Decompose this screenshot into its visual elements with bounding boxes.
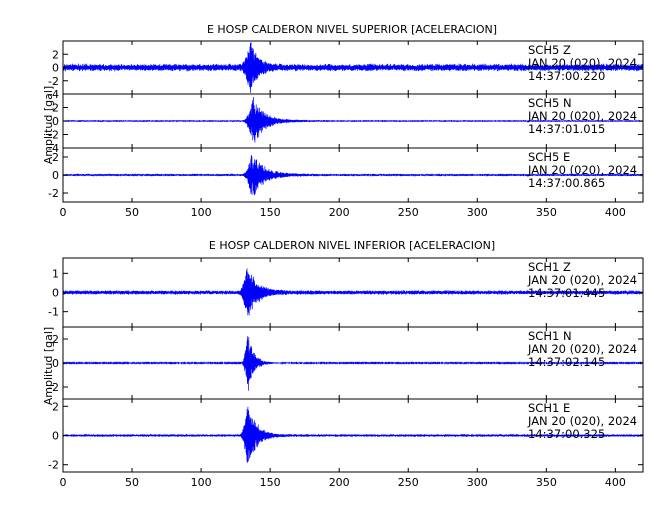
y-tick-label: 2 <box>52 102 59 115</box>
y-tick-label: 0 <box>52 357 59 370</box>
time-label: 14:37:00.865 <box>528 176 605 190</box>
x-tick-label: 300 <box>467 476 488 489</box>
x-tick-label: 150 <box>260 206 281 219</box>
x-tick-label: 200 <box>329 476 350 489</box>
y-tick-label: -2 <box>48 381 59 394</box>
y-tick-label: 2 <box>52 400 59 413</box>
y-tick-label: 2 <box>52 48 59 61</box>
time-label: 14:37:01.015 <box>528 122 605 136</box>
y-tick-label: -2 <box>48 187 59 200</box>
y-tick-label: 0 <box>52 62 59 75</box>
x-tick-label: 400 <box>605 476 626 489</box>
y-tick-label: 0 <box>52 115 59 128</box>
x-tick-label: 100 <box>191 476 212 489</box>
waveform-trace <box>63 336 643 391</box>
x-tick-label: 200 <box>329 206 350 219</box>
x-tick-label: 250 <box>398 206 419 219</box>
time-label: 14:37:00.325 <box>528 427 605 441</box>
top-chart-ylabel: Amplitud [gal] <box>42 86 55 164</box>
y-tick-label: 0 <box>52 430 59 443</box>
time-label: 14:37:01.445 <box>528 286 605 300</box>
bottom-chart-title: E HOSP CALDERON NIVEL INFERIOR [ACELERAC… <box>209 239 495 252</box>
y-tick-label: 2 <box>52 151 59 164</box>
time-label: 14:37:00.220 <box>528 69 605 83</box>
x-tick-label: 250 <box>398 476 419 489</box>
y-tick-label: -2 <box>48 129 59 142</box>
waveform-trace <box>63 42 643 93</box>
station-label: SCH5 N <box>528 96 572 110</box>
station-label: SCH5 Z <box>528 43 571 57</box>
date-label: JAN 20 (020), 2024 <box>527 56 637 70</box>
x-tick-label: 100 <box>191 206 212 219</box>
y-tick-label: -1 <box>48 306 59 319</box>
date-label: JAN 20 (020), 2024 <box>527 414 637 428</box>
x-tick-label: 300 <box>467 206 488 219</box>
station-label: SCH1 N <box>528 329 572 343</box>
y-tick-label: -4 <box>48 142 59 155</box>
x-tick-label: 400 <box>605 206 626 219</box>
x-tick-label: 50 <box>125 206 139 219</box>
x-tick-label: 0 <box>60 476 67 489</box>
waveform-trace <box>63 406 643 463</box>
date-label: JAN 20 (020), 2024 <box>527 163 637 177</box>
top-chart-title: E HOSP CALDERON NIVEL SUPERIOR [ACELERAC… <box>207 23 497 36</box>
time-label: 14:37:02.145 <box>528 355 605 369</box>
station-label: SCH1 E <box>528 401 570 415</box>
y-tick-label: 2 <box>52 333 59 346</box>
x-tick-label: 0 <box>60 206 67 219</box>
station-label: SCH1 Z <box>528 260 571 274</box>
y-tick-label: 0 <box>52 169 59 182</box>
x-tick-label: 150 <box>260 476 281 489</box>
waveform-trace <box>63 268 643 316</box>
x-tick-label: 350 <box>536 206 557 219</box>
x-tick-label: 350 <box>536 476 557 489</box>
y-tick-label: -2 <box>48 75 59 88</box>
waveform-trace <box>63 96 643 143</box>
date-label: JAN 20 (020), 2024 <box>527 109 637 123</box>
y-tick-label: 0 <box>52 287 59 300</box>
y-tick-label: -2 <box>48 459 59 472</box>
date-label: JAN 20 (020), 2024 <box>527 342 637 356</box>
bottom-chart-ylabel: Amplitud [gal] <box>42 327 55 405</box>
y-tick-label: 1 <box>52 267 59 280</box>
y-tick-label: -4 <box>48 88 59 101</box>
date-label: JAN 20 (020), 2024 <box>527 273 637 287</box>
x-tick-label: 50 <box>125 476 139 489</box>
waveform-trace <box>63 154 643 196</box>
station-label: SCH5 E <box>528 150 570 164</box>
